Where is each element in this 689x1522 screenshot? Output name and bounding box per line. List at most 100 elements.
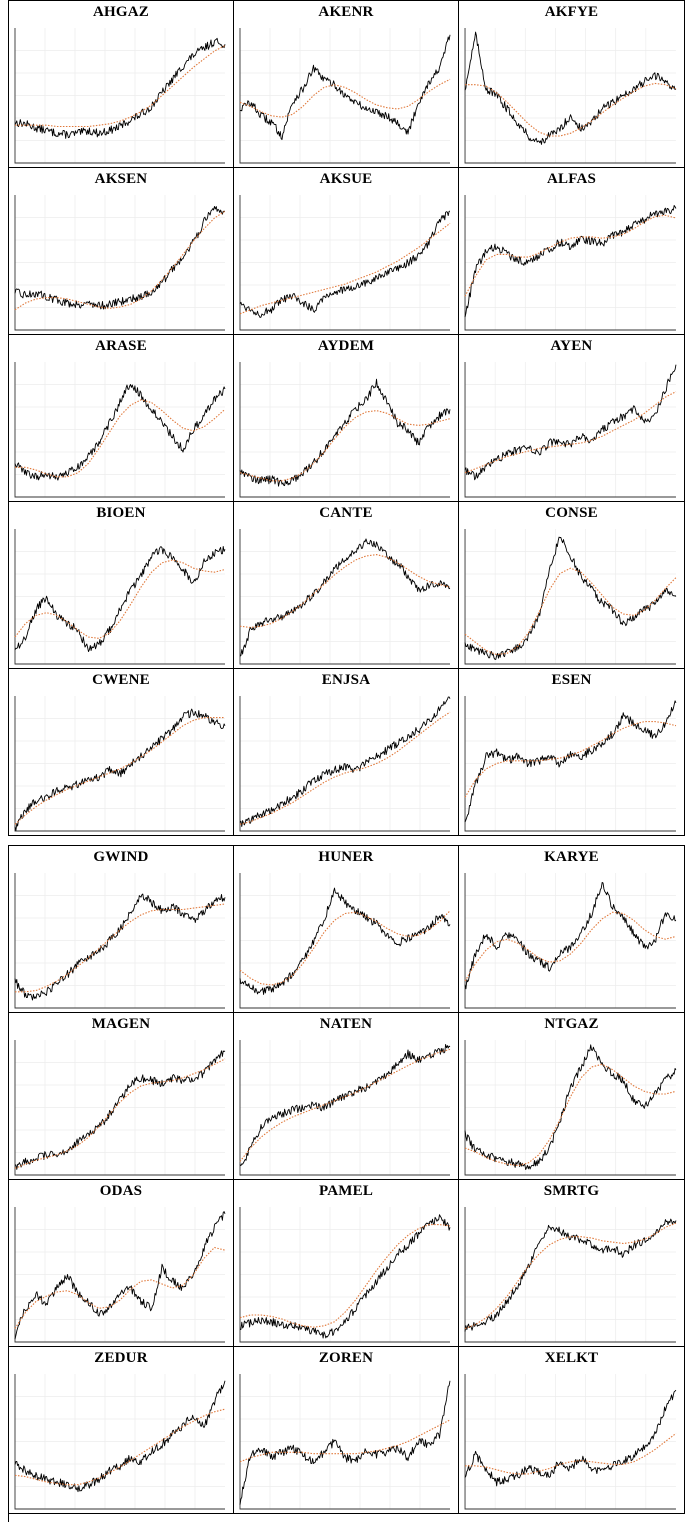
chart-panel: NATEN: [234, 1013, 459, 1180]
price-line: [14, 384, 226, 481]
chart-title: AYDEM: [317, 338, 375, 354]
trend-line: [14, 717, 225, 825]
axis-lines: [14, 696, 225, 832]
trend-line: [239, 554, 451, 629]
chart-title: BIOEN: [96, 505, 146, 521]
trend-line: [15, 399, 226, 478]
chart-title: PAMEL: [318, 1183, 374, 1199]
chart-title: HUNER: [318, 849, 374, 865]
axis-lines: [14, 1374, 225, 1510]
chart-title: KARYE: [544, 849, 599, 865]
trend-line: [239, 1224, 451, 1328]
chart-grid-bottom: GWIND HUNER KARYE MAGEN NATEN NTGAZ ODAS PAMEL S…: [8, 845, 685, 1522]
chart-title: MAGEN: [91, 1016, 151, 1032]
trend-line: [465, 82, 677, 137]
plot-area: [9, 22, 233, 167]
axis-lines: [464, 362, 676, 498]
price-line: [239, 1380, 451, 1505]
chart-svg: [464, 529, 677, 665]
trend-line: [14, 1408, 226, 1486]
chart-panel: CWENE: [9, 669, 234, 836]
axis-lines: [14, 362, 225, 498]
trend-line: [464, 721, 677, 798]
axis-lines: [14, 529, 225, 665]
chart-panel: ODAS: [9, 1180, 234, 1347]
chart-panel: KARYE: [459, 846, 685, 1013]
axis-lines: [14, 195, 225, 331]
trend-line: [15, 45, 226, 128]
trend-line: [239, 1419, 451, 1463]
chart-title: ESEN: [551, 672, 592, 688]
plot-area: [459, 1201, 684, 1346]
plot-area: [9, 690, 233, 835]
chart-panel: CANTE: [234, 502, 459, 669]
chart-panel: AKENR: [234, 1, 459, 168]
chart-svg: [14, 1207, 226, 1343]
chart-svg: [464, 195, 677, 331]
axis-lines: [464, 873, 676, 1009]
chart-panel: ZOREN: [234, 1347, 459, 1514]
chart-title: CWENE: [92, 672, 150, 688]
plot-area: [234, 189, 458, 334]
plot-area: [9, 1368, 233, 1513]
chart-row: ZEDUR ZOREN XELKT: [9, 1347, 685, 1514]
price-line: [14, 546, 226, 653]
chart-row: AKSEN AKSUE ALFAS: [9, 168, 685, 335]
chart-panel: AHGAZ: [9, 1, 234, 168]
axis-lines: [14, 1207, 225, 1343]
chart-svg: [239, 696, 451, 832]
plot-area: [234, 1201, 458, 1346]
plot-area: [234, 22, 458, 167]
chart-panel: ALFAS: [459, 168, 685, 335]
chart-row: MAGEN NATEN NTGAZ: [9, 1013, 685, 1180]
chart-title: ENJSA: [321, 672, 371, 688]
axis-lines: [239, 1040, 450, 1176]
chart-title: AHGAZ: [92, 4, 149, 20]
chart-svg: [464, 1040, 677, 1176]
trend-line: [14, 210, 226, 311]
plot-area: [234, 867, 458, 1012]
plot-area: [9, 523, 233, 668]
price-line: [464, 364, 677, 481]
plot-area: [9, 1034, 233, 1179]
plot-area: [9, 189, 233, 334]
trend-line: [15, 903, 226, 993]
plot-area: [459, 1368, 684, 1513]
chart-row: GWIND HUNER KARYE: [9, 846, 685, 1013]
price-line: [14, 893, 226, 1001]
chart-svg: [239, 195, 451, 331]
price-line: [14, 1050, 226, 1170]
plot-area: [234, 356, 458, 501]
chart-svg: [464, 696, 677, 832]
plot-area: [234, 523, 458, 668]
chart-panel: AYDEM: [234, 335, 459, 502]
chart-panel: ARASE: [9, 335, 234, 502]
trend-line: [14, 1058, 226, 1169]
chart-title: NATEN: [319, 1016, 373, 1032]
chart-svg: [14, 696, 226, 832]
price-line: [239, 1044, 451, 1167]
trend-line: [14, 559, 226, 639]
axis-lines: [464, 195, 676, 331]
price-line: [239, 538, 451, 657]
trend-line: [239, 910, 451, 986]
chart-panel: AKSEN: [9, 168, 234, 335]
trend-line: [464, 214, 677, 297]
axis-lines: [14, 28, 225, 164]
trend-line: [464, 1222, 677, 1330]
plot-area: [459, 523, 684, 668]
trend-line: [464, 567, 677, 656]
chart-panel: NTGAZ: [459, 1013, 685, 1180]
price-line: [464, 700, 677, 823]
axis-lines: [239, 873, 450, 1009]
price-line: [464, 1044, 677, 1171]
chart-panel: SMRTG: [459, 1180, 685, 1347]
chart-svg: [14, 1374, 226, 1510]
price-line: [14, 37, 226, 139]
chart-title: CANTE: [319, 505, 373, 521]
trend-line: [239, 1048, 451, 1162]
chart-svg: [239, 1374, 451, 1510]
chart-svg: [14, 195, 226, 331]
chart-row: ODAS PAMEL SMRTG: [9, 1180, 685, 1347]
axis-lines: [239, 696, 450, 832]
